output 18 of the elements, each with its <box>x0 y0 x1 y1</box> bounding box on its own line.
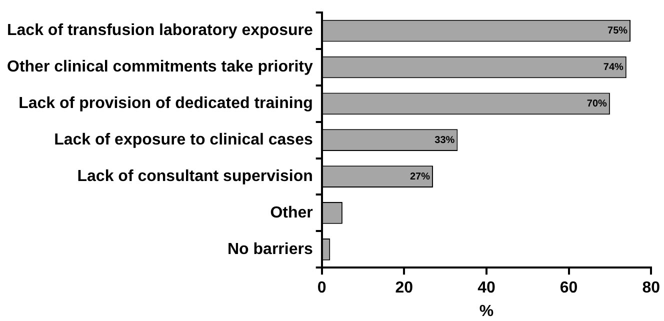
x-tick-label: 60 <box>560 280 578 297</box>
x-tick-label: 80 <box>642 280 660 297</box>
x-tick-label: 20 <box>395 280 414 297</box>
y-tick-label: Lack of exposure to clinical cases <box>54 132 313 149</box>
y-tick-label: No barriers <box>227 240 313 258</box>
y-tick-label: Lack of provision of dedicated training <box>18 95 313 112</box>
data-label: 74% <box>603 62 624 73</box>
y-tick-label: Lack of transfusion laboratory exposure <box>7 22 313 40</box>
x-tick-label: 0 <box>317 280 326 297</box>
data-label: 70% <box>586 98 608 110</box>
y-tick-label: Other <box>270 204 313 222</box>
x-tick-label: 40 <box>478 280 496 297</box>
x-axis-title: % <box>479 302 494 320</box>
y-tick-label: Other clinical commitments take priority <box>6 58 313 76</box>
data-label: 27% <box>410 171 430 182</box>
data-label: 33% <box>434 134 455 146</box>
data-label: 75% <box>608 26 628 37</box>
y-tick-label: Lack of consultant supervision <box>77 168 313 185</box>
